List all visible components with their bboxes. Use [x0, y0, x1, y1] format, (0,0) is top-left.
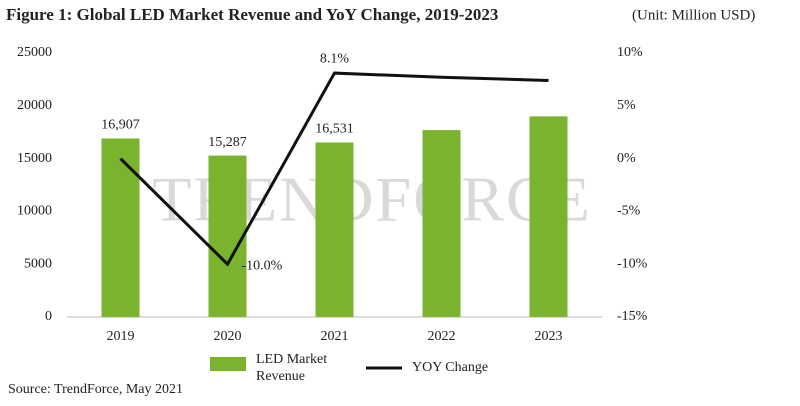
- line: [119, 71, 549, 267]
- y-tick-label: 5000: [24, 256, 52, 271]
- y2-tick-label: 0%: [617, 151, 636, 166]
- legend-swatch: [210, 357, 246, 371]
- legend-label: YOY Change: [412, 360, 489, 375]
- bar: [422, 130, 461, 317]
- bar: [529, 116, 568, 317]
- y2-tick-label: -5%: [617, 204, 641, 219]
- data-label: 15,287: [208, 135, 247, 150]
- y2-tick-label: -15%: [617, 309, 648, 324]
- y-tick-label: 0: [45, 309, 52, 324]
- x-tick-label: 2023: [535, 329, 563, 344]
- x-tick-label: 2022: [428, 329, 456, 344]
- x-tick-label: 2021: [321, 329, 349, 344]
- source: Source: TrendForce, May 2021: [8, 382, 183, 397]
- unit-note: (Unit: Million USD): [632, 7, 755, 23]
- data-label: 16,531: [315, 122, 354, 137]
- y-tick-label: 20000: [17, 98, 52, 113]
- bar: [101, 138, 140, 317]
- bar: [208, 155, 247, 317]
- y-tick-label: 10000: [17, 204, 52, 219]
- data-label: -10.0%: [242, 258, 283, 273]
- x-tick-label: 2019: [107, 329, 135, 344]
- y-tick-label: 25000: [17, 45, 52, 60]
- chart-title: Figure 1: Global LED Market Revenue and …: [6, 5, 498, 24]
- data-label: 8.1%: [320, 51, 350, 66]
- legend-label: LED Market Revenue: [256, 352, 328, 384]
- x-tick-label: 2020: [214, 329, 242, 344]
- bar: [315, 142, 354, 317]
- y2-tick-label: 5%: [617, 98, 636, 113]
- y-tick-label: 15000: [17, 151, 52, 166]
- data-label: 16,907: [101, 118, 140, 133]
- y2-tick-label: -10%: [617, 256, 648, 271]
- y2-tick-label: 10%: [617, 45, 643, 60]
